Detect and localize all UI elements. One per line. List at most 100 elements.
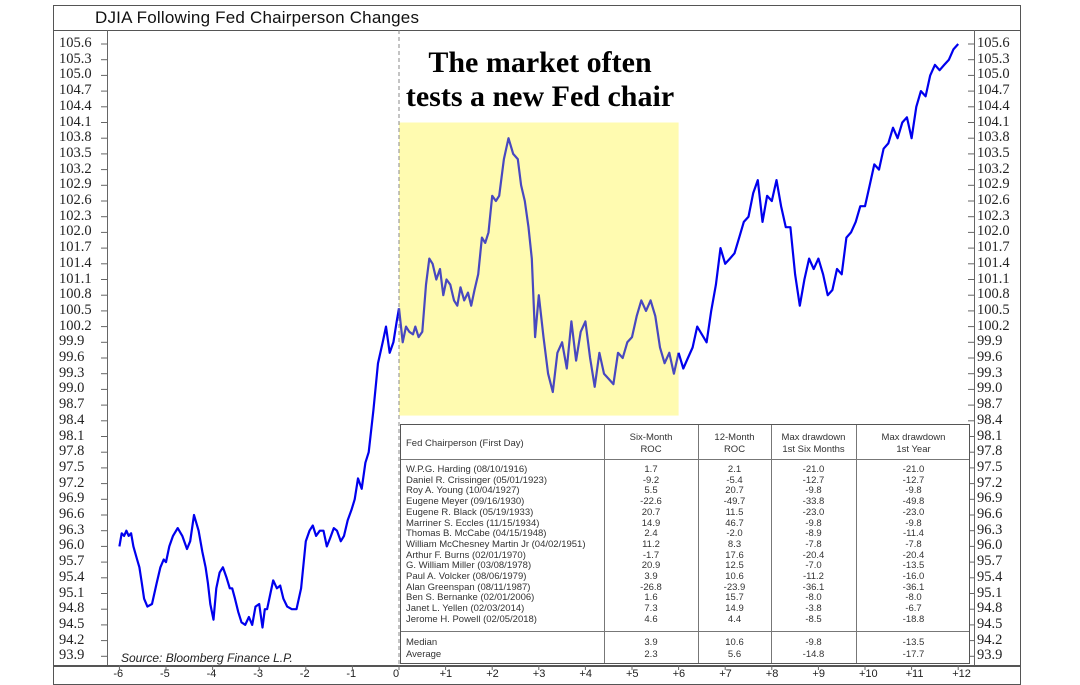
table-cell: 20.9: [641, 560, 661, 572]
table-cell: -9.8: [905, 517, 922, 529]
y-tick-label: 105.3: [59, 50, 92, 67]
table-cell: -18.8: [902, 613, 925, 625]
table-cell: 2.1: [727, 464, 742, 475]
y-tick-label: 96.0: [977, 537, 1003, 554]
table-cell: -17.7: [902, 648, 925, 660]
y-tick-label: 95.7: [977, 553, 1003, 570]
y-tick-label: 93.9: [977, 647, 1003, 664]
y-tick-label: 95.4: [977, 568, 1003, 585]
y-tick-label: 102.6: [59, 192, 92, 208]
table-cell: 2.4: [644, 528, 658, 540]
table-column-divider: [698, 425, 699, 663]
y-tick-label: 98.7: [977, 396, 1003, 413]
y-tick-label: 104.1: [59, 113, 92, 130]
y-tick-label: 98.1: [977, 427, 1003, 444]
y-tick-label: 99.0: [59, 380, 85, 397]
table-header-cell: Max drawdown 1st Year: [881, 432, 946, 455]
table-cell: -26.8: [640, 581, 662, 593]
table-cell: 15.7: [725, 592, 744, 604]
x-tick-label: -1: [346, 668, 357, 680]
y-tick-label: 99.6: [977, 349, 1003, 365]
y-tick-label: 101.7: [977, 239, 1010, 256]
table-cell: -49.8: [902, 496, 925, 508]
table-row-label: Median: [406, 637, 438, 648]
series-line-after: [677, 43, 960, 370]
y-tick-label: 100.2: [59, 317, 92, 334]
y-tick-label: 94.2: [977, 631, 1003, 648]
y-tick-label: 96.3: [977, 521, 1003, 538]
y-tick-label: 101.1: [977, 270, 1010, 287]
table-row-label: Daniel R. Crissinger (05/01/1923): [406, 474, 547, 486]
table-cell: -16.0: [902, 571, 925, 582]
table-row-label: Roy A. Young (10/04/1927): [406, 485, 520, 497]
table-row-divider: [401, 631, 969, 632]
y-tick-label: 98.7: [59, 396, 85, 413]
table-column-divider: [604, 425, 605, 663]
y-tick-label: 105.6: [59, 35, 92, 51]
table-row-label: Alan Greenspan (08/11/1987): [406, 581, 531, 593]
annotation-text: The market often tests a new Fed chair: [400, 46, 680, 114]
x-tick-label: -3: [253, 668, 263, 680]
y-tick-label: 97.2: [59, 474, 85, 491]
y-tick-label: 97.5: [59, 458, 85, 475]
y-tick-label: 102.9: [977, 176, 1010, 193]
y-tick-label: 101.7: [59, 239, 92, 256]
table-cell: -8.0: [805, 592, 822, 604]
table-cell: -23.9: [723, 581, 746, 593]
table-cell: -20.4: [902, 549, 925, 561]
y-tick-label: 104.1: [977, 113, 1010, 130]
y-tick-label: 94.8: [59, 600, 85, 617]
table-row-label: Thomas B. McCabe (04/15/1948): [406, 528, 547, 540]
table-cell: 10.6: [725, 571, 744, 582]
y-tick-label: 105.0: [977, 66, 1010, 83]
table-row-label: Paul A. Volcker (08/06/1979): [406, 571, 527, 582]
y-tick-label: 103.2: [977, 160, 1010, 177]
table-row-label: Eugene Meyer (09/16/1930): [406, 496, 525, 508]
y-tick-label: 99.6: [59, 349, 85, 365]
table-cell: 5.5: [644, 485, 658, 497]
y-tick-label: 102.3: [59, 207, 92, 224]
y-tick-label: 100.8: [59, 286, 92, 303]
x-tick-label: -6: [113, 668, 124, 680]
y-tick-label: 99.0: [977, 380, 1003, 397]
table-cell: -13.5: [902, 637, 925, 648]
table-row-label: Janet L. Yellen (02/03/2014): [406, 603, 525, 615]
table-cell: 7.3: [644, 603, 658, 615]
y-tick-label: 105.6: [977, 35, 1010, 51]
y-tick-label: 100.8: [977, 286, 1010, 303]
annotation-line-1: The market often: [428, 46, 652, 79]
table-row-label: Ben S. Bernanke (02/01/2006): [406, 592, 535, 604]
y-tick-label: 96.3: [59, 521, 85, 538]
table-cell: 11.2: [642, 538, 660, 550]
table-cell: -7.0: [805, 560, 822, 572]
table-row-label: William McChesney Martin Jr (04/02/1951): [406, 538, 586, 550]
table-cell: 12.5: [725, 560, 744, 572]
y-tick-label: 96.9: [977, 490, 1003, 507]
table-row-label: W.P.G. Harding (08/10/1916): [406, 464, 528, 475]
y-tick-label: 104.4: [977, 97, 1010, 114]
table-cell: 5.6: [727, 648, 742, 660]
y-tick-label: 102.9: [59, 176, 92, 193]
y-tick-label: 99.9: [977, 333, 1003, 350]
table-cell: 14.9: [725, 603, 744, 615]
table-cell: -7.8: [905, 538, 922, 550]
table-cell: 46.7: [725, 517, 744, 529]
y-tick-label: 102.0: [977, 223, 1010, 240]
left-axis-line: [107, 30, 108, 666]
y-tick-label: 95.1: [977, 584, 1003, 601]
y-tick-label: 94.2: [59, 631, 85, 648]
table-cell: -13.5: [902, 560, 925, 572]
table-row-label: Marriner S. Eccles (11/15/1934): [406, 517, 540, 529]
y-tick-label: 103.8: [59, 129, 92, 146]
table-cell: -23.0: [902, 506, 925, 518]
y-tick-label: 103.5: [59, 144, 92, 161]
table-cell: 20.7: [641, 506, 661, 518]
y-tick-label: 100.5: [59, 301, 92, 318]
y-tick-label: 104.7: [59, 82, 92, 99]
table-row-label: Average: [406, 648, 442, 660]
table-cell: -11.2: [803, 571, 824, 582]
table-cell: -5.4: [726, 474, 743, 486]
table-column-divider: [856, 425, 857, 663]
chart-title: DJIA Following Fed Chairperson Changes: [95, 8, 420, 27]
fed-chair-stats-table: Fed Chairperson (First Day) Six-Month ROC 1…: [400, 424, 970, 664]
